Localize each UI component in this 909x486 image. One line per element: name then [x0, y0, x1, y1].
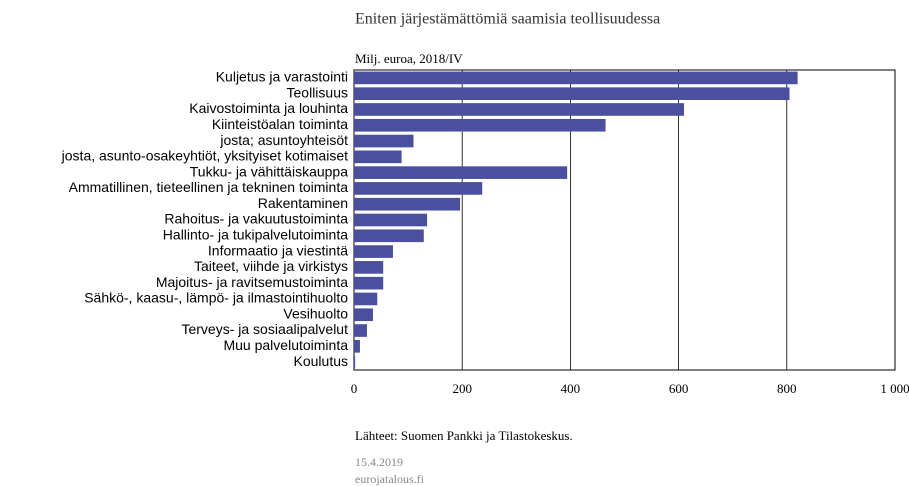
subtitle: Milj. euroa, 2018/IV: [355, 51, 463, 66]
y-tick-label: Rahoitus- ja vakuutustoiminta: [164, 211, 348, 227]
y-tick-label: josta, asunto-osakeyhtiöt, yksityiset ko…: [61, 148, 348, 164]
bar: [354, 229, 424, 243]
y-tick-label: Hallinto- ja tukipalvelutoiminta: [163, 226, 348, 242]
y-tick-label: Kaivostoiminta ja louhinta: [189, 100, 348, 116]
y-tick-label: Rakentaminen: [258, 195, 348, 211]
y-tick-label: Taiteet, viihde ja virkistys: [194, 258, 348, 274]
bar: [354, 324, 367, 337]
y-tick-label: Teollisuus: [287, 84, 348, 100]
x-tick-label: 200: [452, 381, 472, 396]
y-tick-label: Majoitus- ja ravitsemustoiminta: [156, 274, 348, 290]
bar: [354, 308, 373, 322]
bar: [354, 213, 428, 227]
x-tick-label: 0: [351, 381, 358, 396]
y-tick-label: Informaatio ja viestintä: [208, 242, 348, 258]
x-tick-label: 800: [777, 381, 797, 396]
y-tick-label: Terveys- ja sosiaalipalvelut: [181, 321, 348, 337]
bar: [354, 103, 685, 116]
bar: [354, 87, 790, 100]
y-tick-label: Muu palvelutoiminta: [223, 337, 348, 353]
y-tick-label: Tukku- ja vähittäiskauppa: [190, 163, 348, 179]
date: 15.4.2019: [355, 455, 403, 469]
bar: [354, 118, 606, 132]
y-tick-label: Kiinteistöalan toiminta: [212, 116, 348, 132]
y-tick-label: Ammatillinen, tieteellinen ja tekninen t…: [69, 179, 349, 195]
bar: [354, 245, 393, 258]
bar: [354, 71, 798, 85]
bar: [354, 197, 461, 211]
bar: [354, 340, 360, 353]
y-tick-label: josta; asuntoyhteisöt: [219, 132, 348, 148]
bar: [354, 276, 384, 290]
bar: [354, 355, 356, 369]
bar: [354, 261, 384, 274]
bar: [354, 292, 378, 306]
y-tick-label: Vesihuolto: [283, 305, 348, 321]
x-tick-label: 1 000: [880, 381, 909, 396]
y-tick-label: Koulutus: [294, 353, 348, 369]
bar: [354, 150, 402, 164]
chart-title: Eniten järjestämättömiä saamisia teollis…: [355, 11, 660, 28]
bar: [354, 166, 568, 179]
y-tick-label: Kuljetus ja varastointi: [216, 69, 348, 85]
site: eurojatalous.fi: [355, 472, 425, 486]
bar: [354, 182, 483, 195]
x-tick-label: 600: [669, 381, 689, 396]
y-tick-label: Sähkö-, kaasu-, lämpö- ja ilmastointihuo…: [84, 290, 348, 306]
source: Lähteet: Suomen Pankki ja Tilastokeskus.: [355, 428, 573, 443]
x-tick-label: 400: [561, 381, 581, 396]
bar: [354, 134, 414, 148]
